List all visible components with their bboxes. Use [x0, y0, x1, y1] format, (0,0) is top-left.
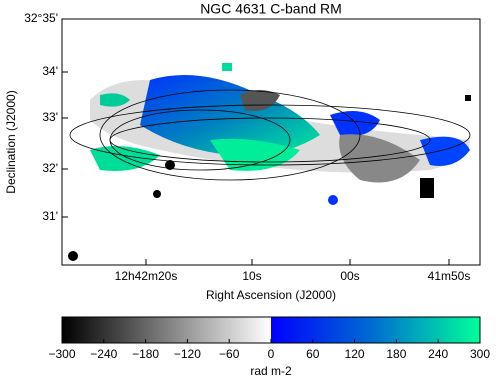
colorbar-label: rad m-2	[250, 364, 292, 378]
x-tick-label: 10s	[242, 269, 261, 283]
colorbar-tick-label: 120	[345, 347, 365, 361]
x-tick-label: 12h42m20s	[115, 269, 178, 283]
colorbar-tick-label: −300	[48, 347, 75, 361]
axis-ticks	[62, 71, 450, 265]
x-axis-label: Right Ascension (J2000)	[206, 288, 336, 302]
colorbar-tick-label: 180	[386, 347, 406, 361]
colorbar	[61, 316, 481, 344]
x-tick-label: 41m50s	[428, 269, 471, 283]
x-tick-label: 00s	[340, 269, 359, 283]
colorbar-tick-label: 60	[306, 347, 320, 361]
plot-frame	[61, 18, 481, 266]
y-tick-label: 34'	[42, 64, 58, 78]
colorbar-tick-label: −60	[219, 347, 240, 361]
colorbar-tick-label: −240	[90, 347, 117, 361]
colorbar-tick-label: −180	[132, 347, 159, 361]
y-axis-label: Declination (J2000)	[4, 90, 18, 193]
colorbar-tick-label: 240	[428, 347, 448, 361]
title: NGC 4631 C-band RM	[200, 1, 342, 17]
y-tick-label: 31'	[42, 209, 58, 223]
y-tick-label: 33'	[42, 110, 58, 124]
y-tick-label: 32°35'	[24, 11, 58, 25]
rm-map	[68, 63, 471, 261]
colorbar-tick-label: 0	[268, 347, 275, 361]
colorbar-tick-label: 300	[470, 347, 490, 361]
colorbar-tick-label: −120	[174, 347, 201, 361]
y-tick-label: 32'	[42, 161, 58, 175]
